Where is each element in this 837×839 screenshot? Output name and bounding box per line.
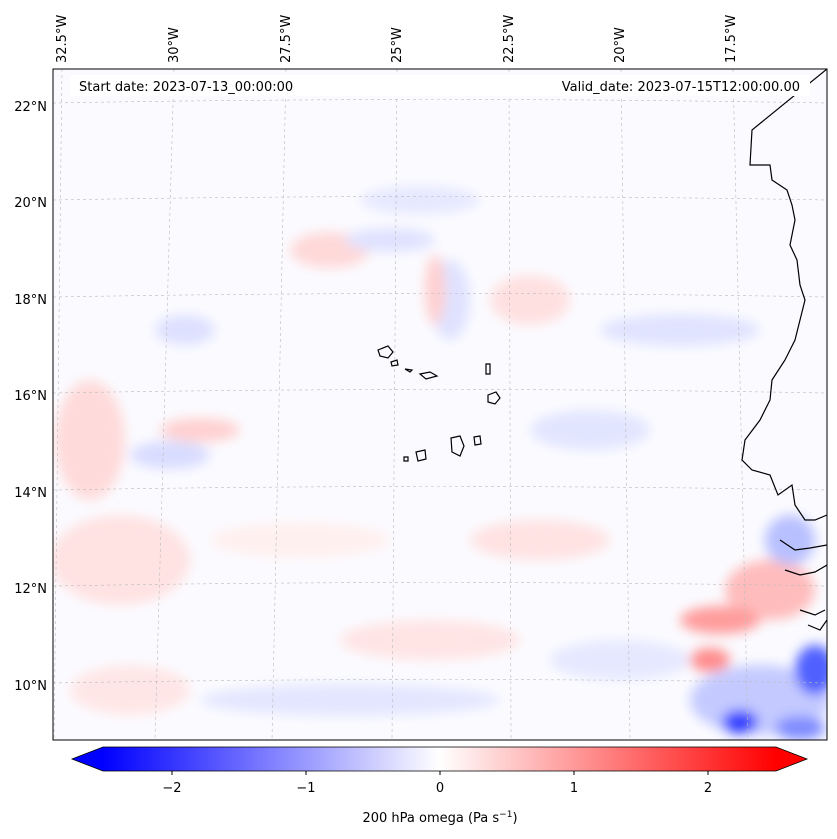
africa-coastline	[779, 539, 827, 551]
colorbar: −2 −1 0 1 2 200 hPa omega (Pa s−1)	[70, 746, 809, 826]
latitude-label: 22°N	[14, 100, 47, 115]
omega-anomaly	[690, 648, 730, 672]
start-date-text: Start date: 2023-07-13_00:00:00	[79, 80, 293, 95]
longitude-gridline	[732, 69, 749, 740]
latitude-label: 14°N	[14, 486, 47, 501]
latitude-label: 12°N	[14, 582, 47, 597]
omega-anomaly	[530, 410, 650, 450]
africa-coastline	[784, 564, 827, 576]
latitude-label: 16°N	[14, 389, 47, 404]
africa-coastline	[799, 609, 826, 616]
colorbar-tick-label: 1	[570, 781, 578, 796]
cape-verde-island	[473, 435, 482, 446]
colorbar-gradient	[103, 747, 776, 771]
omega-anomaly	[55, 380, 125, 500]
omega-anomaly	[490, 275, 570, 325]
longitude-label: 17.5°W	[724, 15, 739, 63]
omega-anomaly	[725, 560, 815, 620]
longitude-label: 25°W	[390, 27, 405, 63]
omega-anomaly	[775, 716, 825, 740]
omega-field	[53, 186, 827, 740]
latitude-label: 20°N	[14, 196, 47, 211]
colorbar-extend-high	[776, 747, 807, 771]
longitude-label: 32.5°W	[55, 15, 70, 63]
coastlines	[377, 69, 827, 631]
map-panel: Start date: 2023-07-13_00:00:00 Valid_da…	[52, 68, 828, 741]
omega-anomaly	[160, 418, 240, 442]
longitude-gridline	[620, 69, 631, 740]
omega-anomaly	[680, 606, 760, 634]
valid-date-text: Valid_date: 2023-07-15T12:00:00.00	[562, 80, 800, 95]
colorbar-tick-label: 0	[436, 781, 444, 796]
omega-anomaly	[360, 186, 480, 214]
omega-anomaly	[70, 665, 190, 715]
longitude-gridline	[53, 69, 63, 740]
omega-anomaly	[795, 645, 827, 695]
omega-anomaly	[130, 441, 210, 469]
omega-anomaly	[600, 314, 760, 346]
header-box	[70, 75, 810, 96]
latitude-gridline	[53, 679, 827, 684]
cape-verde-island	[404, 368, 414, 373]
latitude-gridline	[53, 99, 827, 104]
omega-anomaly	[765, 515, 815, 565]
colorbar-outline	[70, 746, 809, 772]
longitude-label: 20°W	[613, 27, 628, 63]
longitude-label: 27.5°W	[279, 15, 294, 63]
omega-anomaly	[425, 255, 445, 325]
latitude-label: 10°N	[14, 679, 47, 694]
africa-coastline	[807, 619, 827, 631]
longitude-gridline	[154, 69, 175, 740]
longitude-labels: 32.5°W 30°W 27.5°W 25°W 22.5°W 20°W 17.5…	[55, 15, 739, 63]
cape-verde-island	[487, 391, 501, 405]
colorbar-tick-label: −1	[296, 781, 315, 796]
africa-coastline	[741, 69, 827, 521]
colorbar-tick-label: −2	[162, 781, 181, 796]
latitude-label: 18°N	[14, 293, 47, 308]
colorbar-extend-low	[72, 747, 103, 771]
latitude-gridline	[53, 486, 827, 491]
omega-anomaly	[550, 640, 690, 680]
map-frame	[52, 68, 828, 741]
cape-verde-island	[418, 371, 439, 380]
omega-anomaly	[470, 520, 610, 560]
omega-anomaly	[155, 315, 215, 345]
latitude-gridline	[53, 196, 827, 201]
omega-anomaly	[722, 710, 758, 734]
colorbar-ticks	[171, 771, 709, 775]
omega-anomaly	[340, 620, 520, 660]
cape-verde-island	[485, 363, 491, 375]
longitude-gridline	[271, 69, 287, 740]
cape-verde-island	[390, 359, 399, 367]
longitude-label: 30°W	[167, 27, 182, 63]
latitude-labels: 22°N 20°N 18°N 16°N 14°N 12°N 10°N	[14, 100, 47, 694]
longitude-label: 22.5°W	[502, 15, 517, 63]
omega-anomaly	[345, 228, 435, 252]
longitude-gridline	[391, 69, 398, 740]
latitude-gridline	[53, 582, 827, 587]
omega-anomaly	[53, 515, 190, 605]
cape-verde-island	[377, 345, 394, 359]
cape-verde-island	[415, 449, 427, 462]
latitude-gridline	[53, 293, 827, 298]
latitude-gridline	[53, 389, 827, 394]
cape-verde-island	[450, 435, 465, 457]
colorbar-tick-label: 2	[704, 781, 712, 796]
longitude-gridline	[508, 69, 512, 740]
cape-verde-island	[403, 456, 409, 462]
omega-anomaly	[200, 684, 500, 716]
omega-anomaly	[210, 522, 390, 558]
colorbar-label: 200 hPa omega (Pa s−1)	[362, 810, 517, 826]
gridlines	[53, 69, 827, 740]
